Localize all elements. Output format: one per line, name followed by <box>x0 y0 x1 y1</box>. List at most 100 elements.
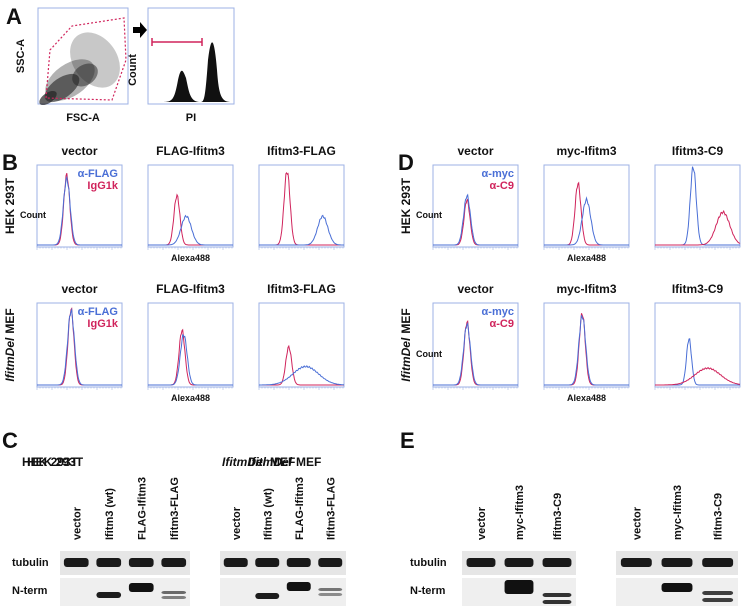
band <box>96 558 122 567</box>
x-axis-label: Alexa488 <box>567 253 606 263</box>
band <box>128 558 154 567</box>
histogram-curve <box>148 334 233 386</box>
panel-letter: B <box>2 150 18 175</box>
row-label: tubulin <box>410 557 447 569</box>
arrow <box>133 22 147 38</box>
column-title: myc-Ifitm3 <box>556 144 616 158</box>
histogram-curve <box>37 307 122 386</box>
histogram-curve <box>655 209 741 246</box>
cell-line: HEK 293T <box>3 177 17 234</box>
legend-entry: α-myc <box>482 306 514 318</box>
legend-entry: IgG1k <box>87 180 118 192</box>
band <box>96 592 122 598</box>
band <box>318 588 343 591</box>
histogram-frame <box>432 302 519 388</box>
histogram-frame <box>258 302 345 388</box>
y-axis-label: Count <box>416 210 442 220</box>
lane-label: Ifitm3-C9 <box>713 493 725 540</box>
histogram-curve <box>259 214 344 246</box>
band <box>661 583 693 592</box>
histogram-frame <box>654 164 741 248</box>
band <box>255 558 280 567</box>
lane-label: vector <box>71 506 83 540</box>
y-axis-label: SSC-A <box>15 39 27 73</box>
blot-nterm <box>220 578 346 606</box>
column-title: Ifitm3-C9 <box>672 144 724 158</box>
column-title: vector <box>457 282 493 296</box>
pi-histogram <box>160 42 232 102</box>
axis-ticks <box>36 387 122 390</box>
lane-label: FLAG-Ifitm3 <box>294 477 306 540</box>
histogram-curve <box>148 214 233 246</box>
cell-line: HEK 293T <box>27 455 84 469</box>
histogram-frame <box>147 302 234 388</box>
band <box>223 558 248 567</box>
row-label: N-term <box>410 585 446 597</box>
gate <box>45 17 127 101</box>
axis-ticks <box>654 247 740 250</box>
axis-ticks <box>258 387 344 390</box>
histogram-curve <box>655 366 741 386</box>
gate-bar <box>151 38 203 46</box>
band <box>620 558 652 567</box>
axis-ticks <box>432 247 518 250</box>
cell-line: HEK 293T <box>22 455 79 469</box>
x-axis-label: Alexa488 <box>567 393 606 403</box>
axis-ticks <box>543 247 629 250</box>
band <box>504 580 534 594</box>
band <box>702 598 734 602</box>
column-title: FLAG-Ifitm3 <box>156 144 225 158</box>
histogram-frame <box>147 164 234 248</box>
lane-label: myc-Ifitm3 <box>514 485 526 540</box>
band <box>286 582 311 591</box>
lane-label: Ifitm3 (wt) <box>104 488 116 540</box>
column-title: vector <box>61 282 97 296</box>
cell-line-part: HEK 293T <box>27 455 84 469</box>
lane-label: FLAG-Ifitm3 <box>136 477 148 540</box>
lane-label: vector <box>476 506 488 540</box>
legend-entry: α-myc <box>482 168 514 180</box>
band <box>286 558 311 567</box>
cell-line-part: MEF <box>270 455 295 469</box>
column-title: vector <box>457 144 493 158</box>
row-label: tubulin <box>12 557 49 569</box>
legend-entry: IgG1k <box>87 318 118 330</box>
cell-line: IfitmDelMEF <box>399 308 413 381</box>
lane-label: Ifitm3-FLAG <box>169 477 181 540</box>
histogram-curve <box>433 193 518 246</box>
axis-ticks <box>258 247 344 250</box>
histogram-curve <box>37 175 122 246</box>
histogram-frame <box>654 302 741 388</box>
histogram-curve <box>259 365 345 386</box>
cell-line-part: HEK 293T <box>3 177 17 234</box>
cell-line-part: MEF <box>399 308 413 333</box>
band <box>318 593 343 596</box>
band <box>161 558 187 567</box>
x-axis-label: Alexa488 <box>171 253 210 263</box>
scatter-density <box>72 63 98 87</box>
axis-ticks <box>432 387 518 390</box>
y-axis-label: Count <box>416 349 442 359</box>
panel-letter: C <box>2 428 18 453</box>
histogram-curve <box>259 344 344 386</box>
axis-ticks <box>654 387 740 390</box>
histogram-curve <box>433 321 518 386</box>
x-axis-label: PI <box>186 112 196 124</box>
lane-label: Ifitm3 (wt) <box>262 488 274 540</box>
legend-entry: α-C9 <box>490 180 515 192</box>
band <box>702 591 734 595</box>
column-title: Ifitm3-C9 <box>672 282 724 296</box>
column-title: Ifitm3-FLAG <box>267 282 336 296</box>
panel-letter: A <box>6 4 22 29</box>
cell-line-part: MEF <box>3 308 17 333</box>
axis-ticks <box>36 247 122 250</box>
column-title: FLAG-Ifitm3 <box>156 282 225 296</box>
band <box>318 558 343 567</box>
band <box>63 558 89 567</box>
column-title: Ifitm3-FLAG <box>267 144 336 158</box>
histogram-frame <box>543 164 630 248</box>
